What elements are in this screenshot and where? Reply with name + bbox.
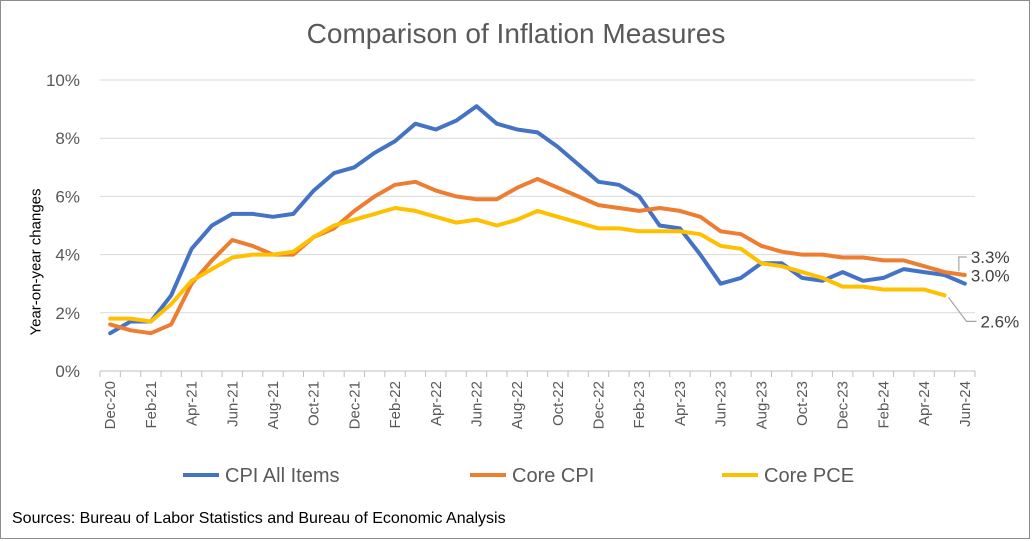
y-tick-label: 2%: [55, 304, 80, 323]
x-tick-label: Dec-21: [346, 381, 363, 429]
annotation-core-pce: 2.6%: [980, 312, 1019, 331]
x-tick-label: Feb-24: [875, 381, 892, 429]
annotation-leader: [947, 296, 977, 322]
end-annotations: 3.3%3.0% 2.6%: [947, 248, 1019, 331]
legend-label: CPI All Items: [225, 465, 339, 487]
x-tick-labels: Dec-20 Feb-21 Apr-21 Jun-21 Aug-21 Oct-21 Dec-…: [102, 381, 974, 429]
x-tick-label: Aug-23: [753, 381, 770, 429]
source-note: Sources: Bureau of Labor Statistics and …: [12, 510, 506, 527]
x-tick-label: Jun-24: [957, 381, 974, 427]
y-tick-label: 6%: [55, 187, 80, 206]
x-tick-label: Dec-23: [835, 381, 852, 429]
x-tick-label: Oct-21: [306, 381, 323, 426]
x-tick-label: Apr-21: [184, 381, 201, 426]
x-tick-label: Aug-22: [509, 381, 526, 429]
series-line-cpi-all-items: [108, 104, 967, 336]
legend-label: Core PCE: [764, 465, 854, 487]
x-tick-label: Dec-22: [591, 381, 608, 429]
x-tick-label: Feb-22: [387, 381, 404, 429]
series-line-core-pce: [108, 206, 947, 324]
legend: CPI All Items Core CPI Core PCE: [183, 465, 854, 487]
legend-label: Core CPI: [512, 465, 594, 487]
x-tick-label: Apr-24: [916, 381, 933, 426]
x-tick-label: Dec-20: [102, 381, 119, 429]
y-tick-label: 0%: [55, 362, 80, 381]
x-tick-label: Jun-22: [468, 381, 485, 427]
annotation-core-cpi: 3.3%: [971, 248, 1010, 267]
series-line-core-cpi: [108, 176, 967, 336]
y-tick-labels: 0% 2% 4% 6% 8% 10%: [46, 71, 80, 381]
x-tick-label: Aug-21: [265, 381, 282, 429]
x-tick-label: Feb-23: [631, 381, 648, 429]
x-tick-label: Oct-22: [550, 381, 567, 426]
x-tick-label: Apr-23: [672, 381, 689, 426]
x-tick-label: Apr-22: [428, 381, 445, 426]
x-tick-label: Oct-23: [794, 381, 811, 426]
series-lines: [108, 104, 967, 336]
y-tick-label: 10%: [46, 71, 80, 90]
x-tick-label: Jun-23: [713, 381, 730, 427]
x-axis: [99, 370, 976, 377]
gridlines: [100, 79, 975, 314]
x-tick-label: Jun-21: [224, 381, 241, 427]
annotation-leader: [958, 256, 967, 271]
chart-title: Comparison of Inflation Measures: [306, 18, 726, 49]
annotation-cpi: 3.0%: [971, 267, 1010, 286]
y-tick-label: 4%: [55, 246, 80, 265]
y-tick-label: 8%: [55, 129, 80, 148]
x-tick-label: Feb-21: [143, 381, 160, 429]
